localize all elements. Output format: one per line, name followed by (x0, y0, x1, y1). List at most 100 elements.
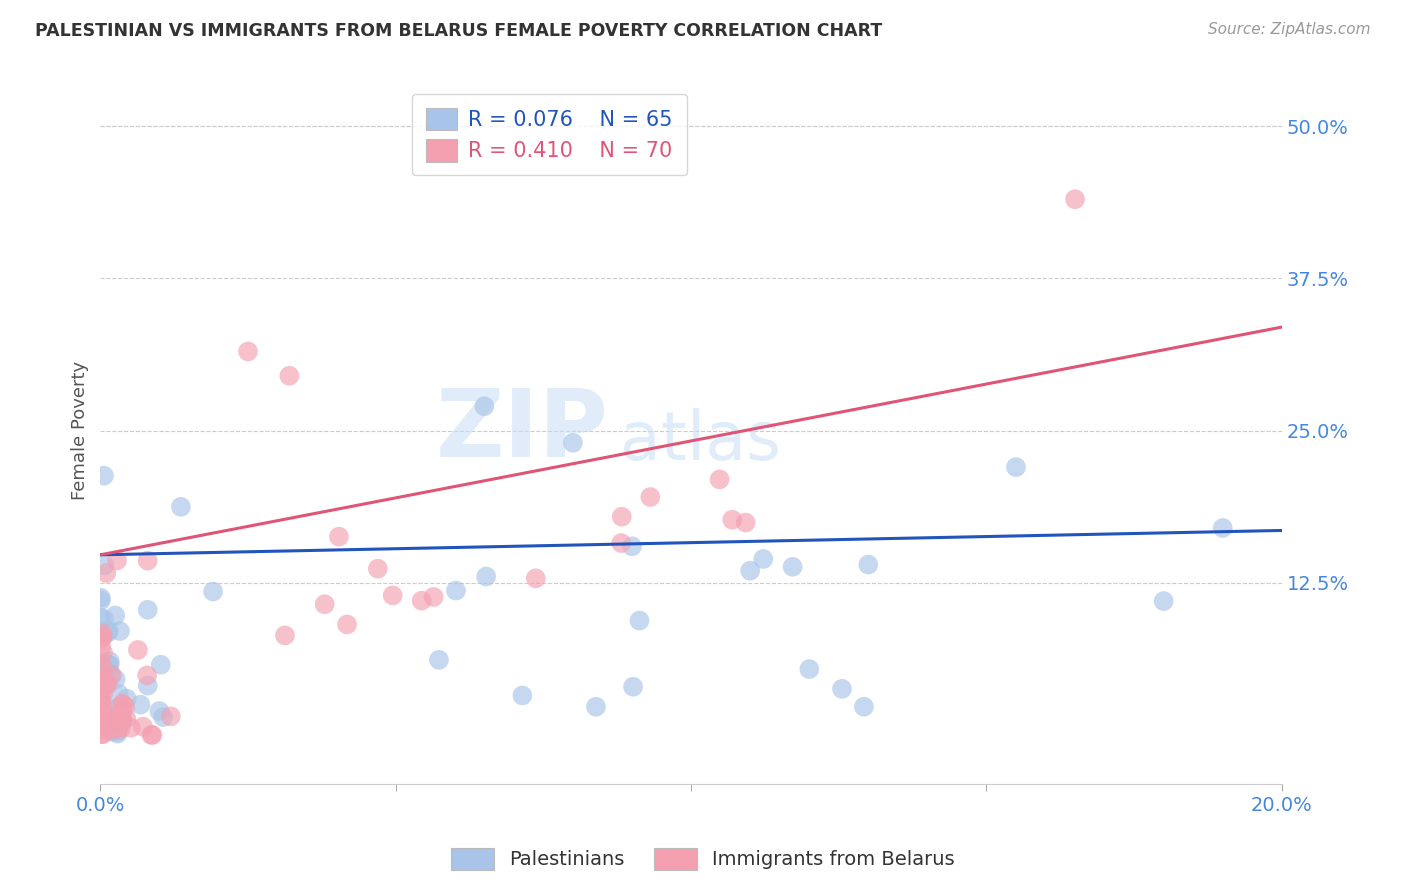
Point (132, 720, 155, 734)
Point (89, 703, 111, 717)
Point (107, 714, 129, 728)
Point (90, 668, 112, 682)
Point (101, 723, 124, 737)
Point (111, 705, 134, 719)
Point (110, 722, 132, 736)
Point (111, 712, 134, 726)
Point (93, 612, 115, 626)
Point (721, 513, 744, 527)
Point (278, 368, 301, 383)
Point (621, 539, 644, 553)
Point (90, 727, 112, 741)
Point (93, 673, 115, 687)
Point (100, 724, 122, 739)
Point (105, 553, 128, 567)
Point (91, 630, 114, 644)
Point (336, 617, 359, 632)
Point (91, 718, 114, 732)
Point (90, 714, 112, 729)
Point (91, 727, 114, 741)
Point (512, 689, 534, 703)
Point (782, 559, 804, 574)
Point (111, 698, 134, 712)
Point (107, 726, 129, 740)
Point (1212, 521, 1234, 535)
Point (89, 610, 111, 624)
Point (136, 554, 159, 568)
Point (202, 584, 225, 599)
Point (104, 672, 127, 686)
Point (752, 552, 775, 566)
Point (90, 640, 112, 655)
Point (91, 687, 114, 701)
Point (114, 699, 136, 714)
Point (115, 691, 138, 706)
Point (94, 678, 117, 692)
Point (1153, 594, 1175, 608)
Point (328, 530, 350, 544)
Point (129, 698, 152, 712)
Point (170, 500, 193, 514)
Point (610, 509, 633, 524)
Point (90, 699, 112, 714)
Point (108, 720, 131, 734)
Point (90, 593, 112, 607)
Point (585, 699, 607, 714)
Point (628, 614, 651, 628)
Point (90, 697, 112, 711)
Point (427, 653, 450, 667)
Text: ZIP: ZIP (436, 384, 609, 476)
Point (127, 643, 149, 657)
Point (90, 704, 112, 718)
Point (98, 716, 121, 731)
Point (104, 608, 127, 623)
Point (444, 583, 467, 598)
Point (100, 669, 122, 683)
Point (90, 591, 112, 605)
Point (91, 664, 114, 678)
Point (115, 711, 138, 725)
Point (97, 625, 120, 640)
Point (96, 566, 118, 581)
Point (89, 692, 111, 706)
Point (852, 699, 875, 714)
Y-axis label: Female Poverty: Female Poverty (72, 361, 89, 500)
Point (640, 490, 662, 504)
Point (100, 709, 122, 723)
Point (97, 657, 120, 672)
Point (111, 697, 134, 711)
Point (96, 675, 118, 690)
Point (858, 558, 880, 572)
Point (141, 728, 163, 742)
Point (120, 721, 142, 735)
Point (90, 690, 112, 705)
Point (97, 721, 120, 735)
Point (100, 702, 122, 716)
Point (621, 680, 644, 694)
Point (89, 723, 111, 737)
Point (472, 399, 495, 413)
Point (141, 728, 163, 742)
Point (96, 678, 118, 692)
Point (90, 705, 112, 719)
Point (108, 624, 131, 638)
Point (105, 724, 128, 739)
Point (90, 677, 112, 691)
Point (93, 706, 115, 721)
Point (97, 624, 120, 638)
Point (100, 667, 122, 681)
Point (381, 589, 404, 603)
Text: PALESTINIAN VS IMMIGRANTS FROM BELARUS FEMALE POVERTY CORRELATION CHART: PALESTINIAN VS IMMIGRANTS FROM BELARUS F… (35, 22, 883, 40)
Point (90, 658, 112, 673)
Point (89, 657, 111, 671)
Point (91, 706, 114, 720)
Point (422, 590, 444, 604)
Point (89, 715, 111, 730)
Text: atlas: atlas (620, 409, 782, 475)
Point (740, 564, 762, 578)
Point (367, 561, 389, 575)
Point (831, 681, 853, 696)
Point (1005, 460, 1028, 475)
Point (1064, 192, 1087, 206)
Point (91, 631, 114, 645)
